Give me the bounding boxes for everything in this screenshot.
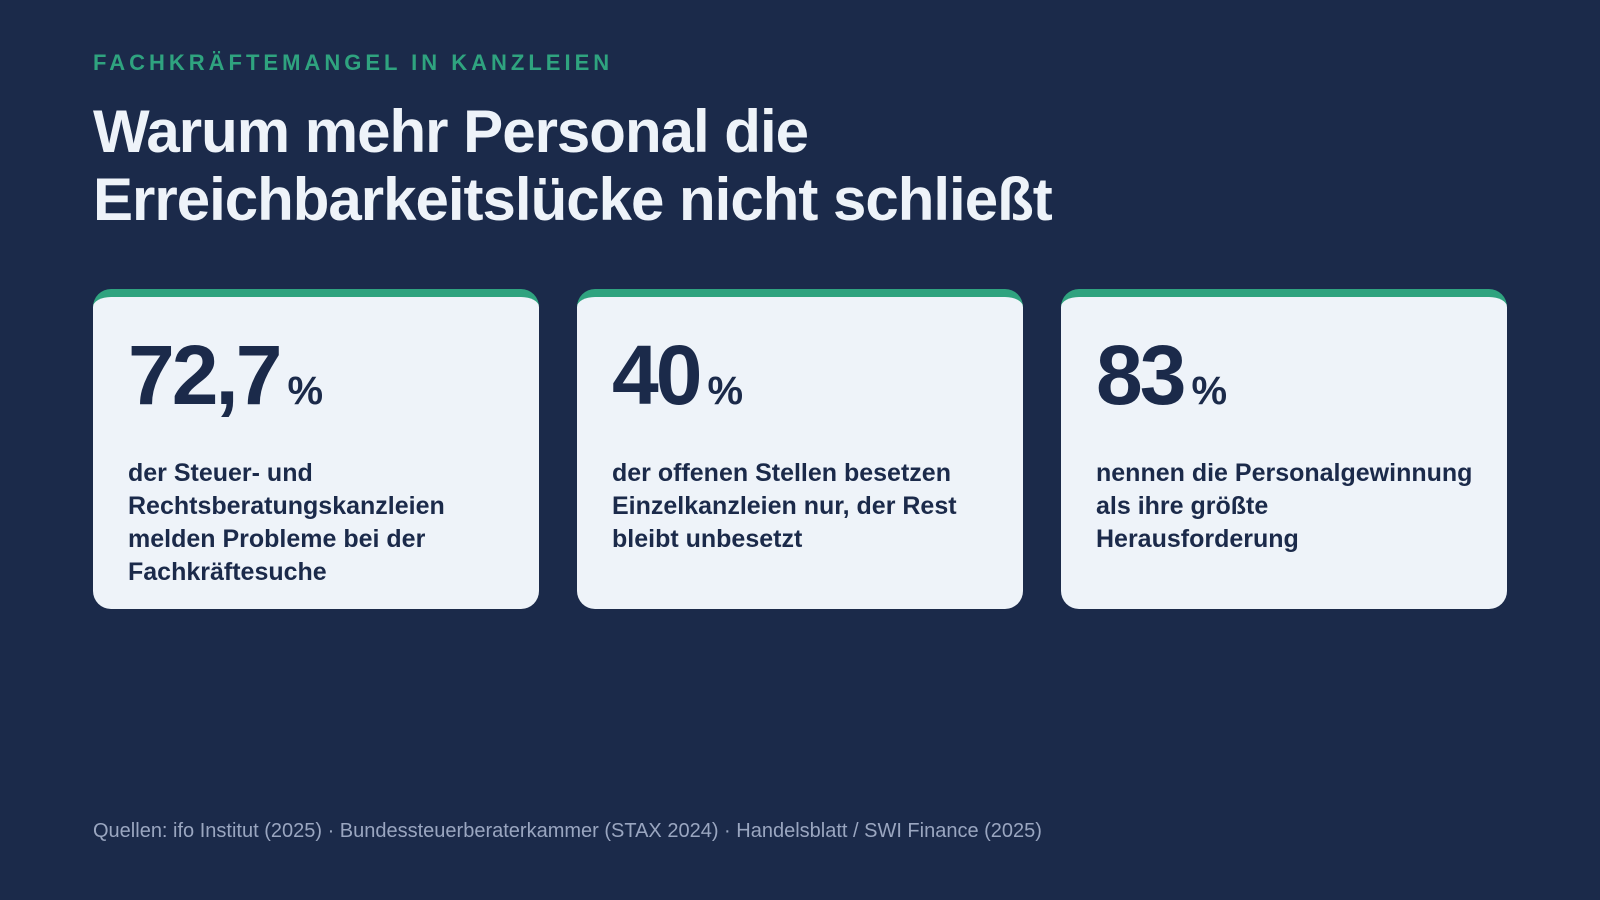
stat-text: nennen die Personalgewinnung als ihre gr… xyxy=(1096,459,1473,553)
stat-unit: % xyxy=(1191,369,1228,413)
stat-value: 40 xyxy=(612,328,702,422)
stat-unit: % xyxy=(707,369,744,413)
cards: 72,7% der Steuer- und Rechtsberatungskan… xyxy=(93,289,1507,609)
stat: 72,7% xyxy=(128,333,509,433)
stat: 83% xyxy=(1096,333,1477,433)
stat-text: der Steuer- und Rechtsberatungskanzleien… xyxy=(128,459,445,586)
stat-value: 83 xyxy=(1096,328,1186,422)
stat-value: 72,7 xyxy=(128,328,282,422)
stat-card: 83% nennen die Personalgewinnung als ihr… xyxy=(1061,289,1507,609)
stat: 40% xyxy=(612,333,993,433)
title: Warum mehr Personal die Erreichbarkeitsl… xyxy=(93,98,1053,234)
eyebrow: FACHKRÄFTEMANGEL IN KANZLEIEN xyxy=(93,50,614,75)
sources: Quellen: ifo Institut (2025) · Bundesste… xyxy=(93,820,1042,842)
stat-card: 72,7% der Steuer- und Rechtsberatungskan… xyxy=(93,289,539,609)
stat-text: der offenen Stellen besetzen Einzelkanzl… xyxy=(612,459,957,553)
stat-card: 40% der offenen Stellen besetzen Einzelk… xyxy=(577,289,1023,609)
stat-unit: % xyxy=(287,369,324,413)
title-line: Erreichbarkeitslücke nicht schließt xyxy=(93,166,1053,233)
title-line: Warum mehr Personal die xyxy=(93,98,809,165)
